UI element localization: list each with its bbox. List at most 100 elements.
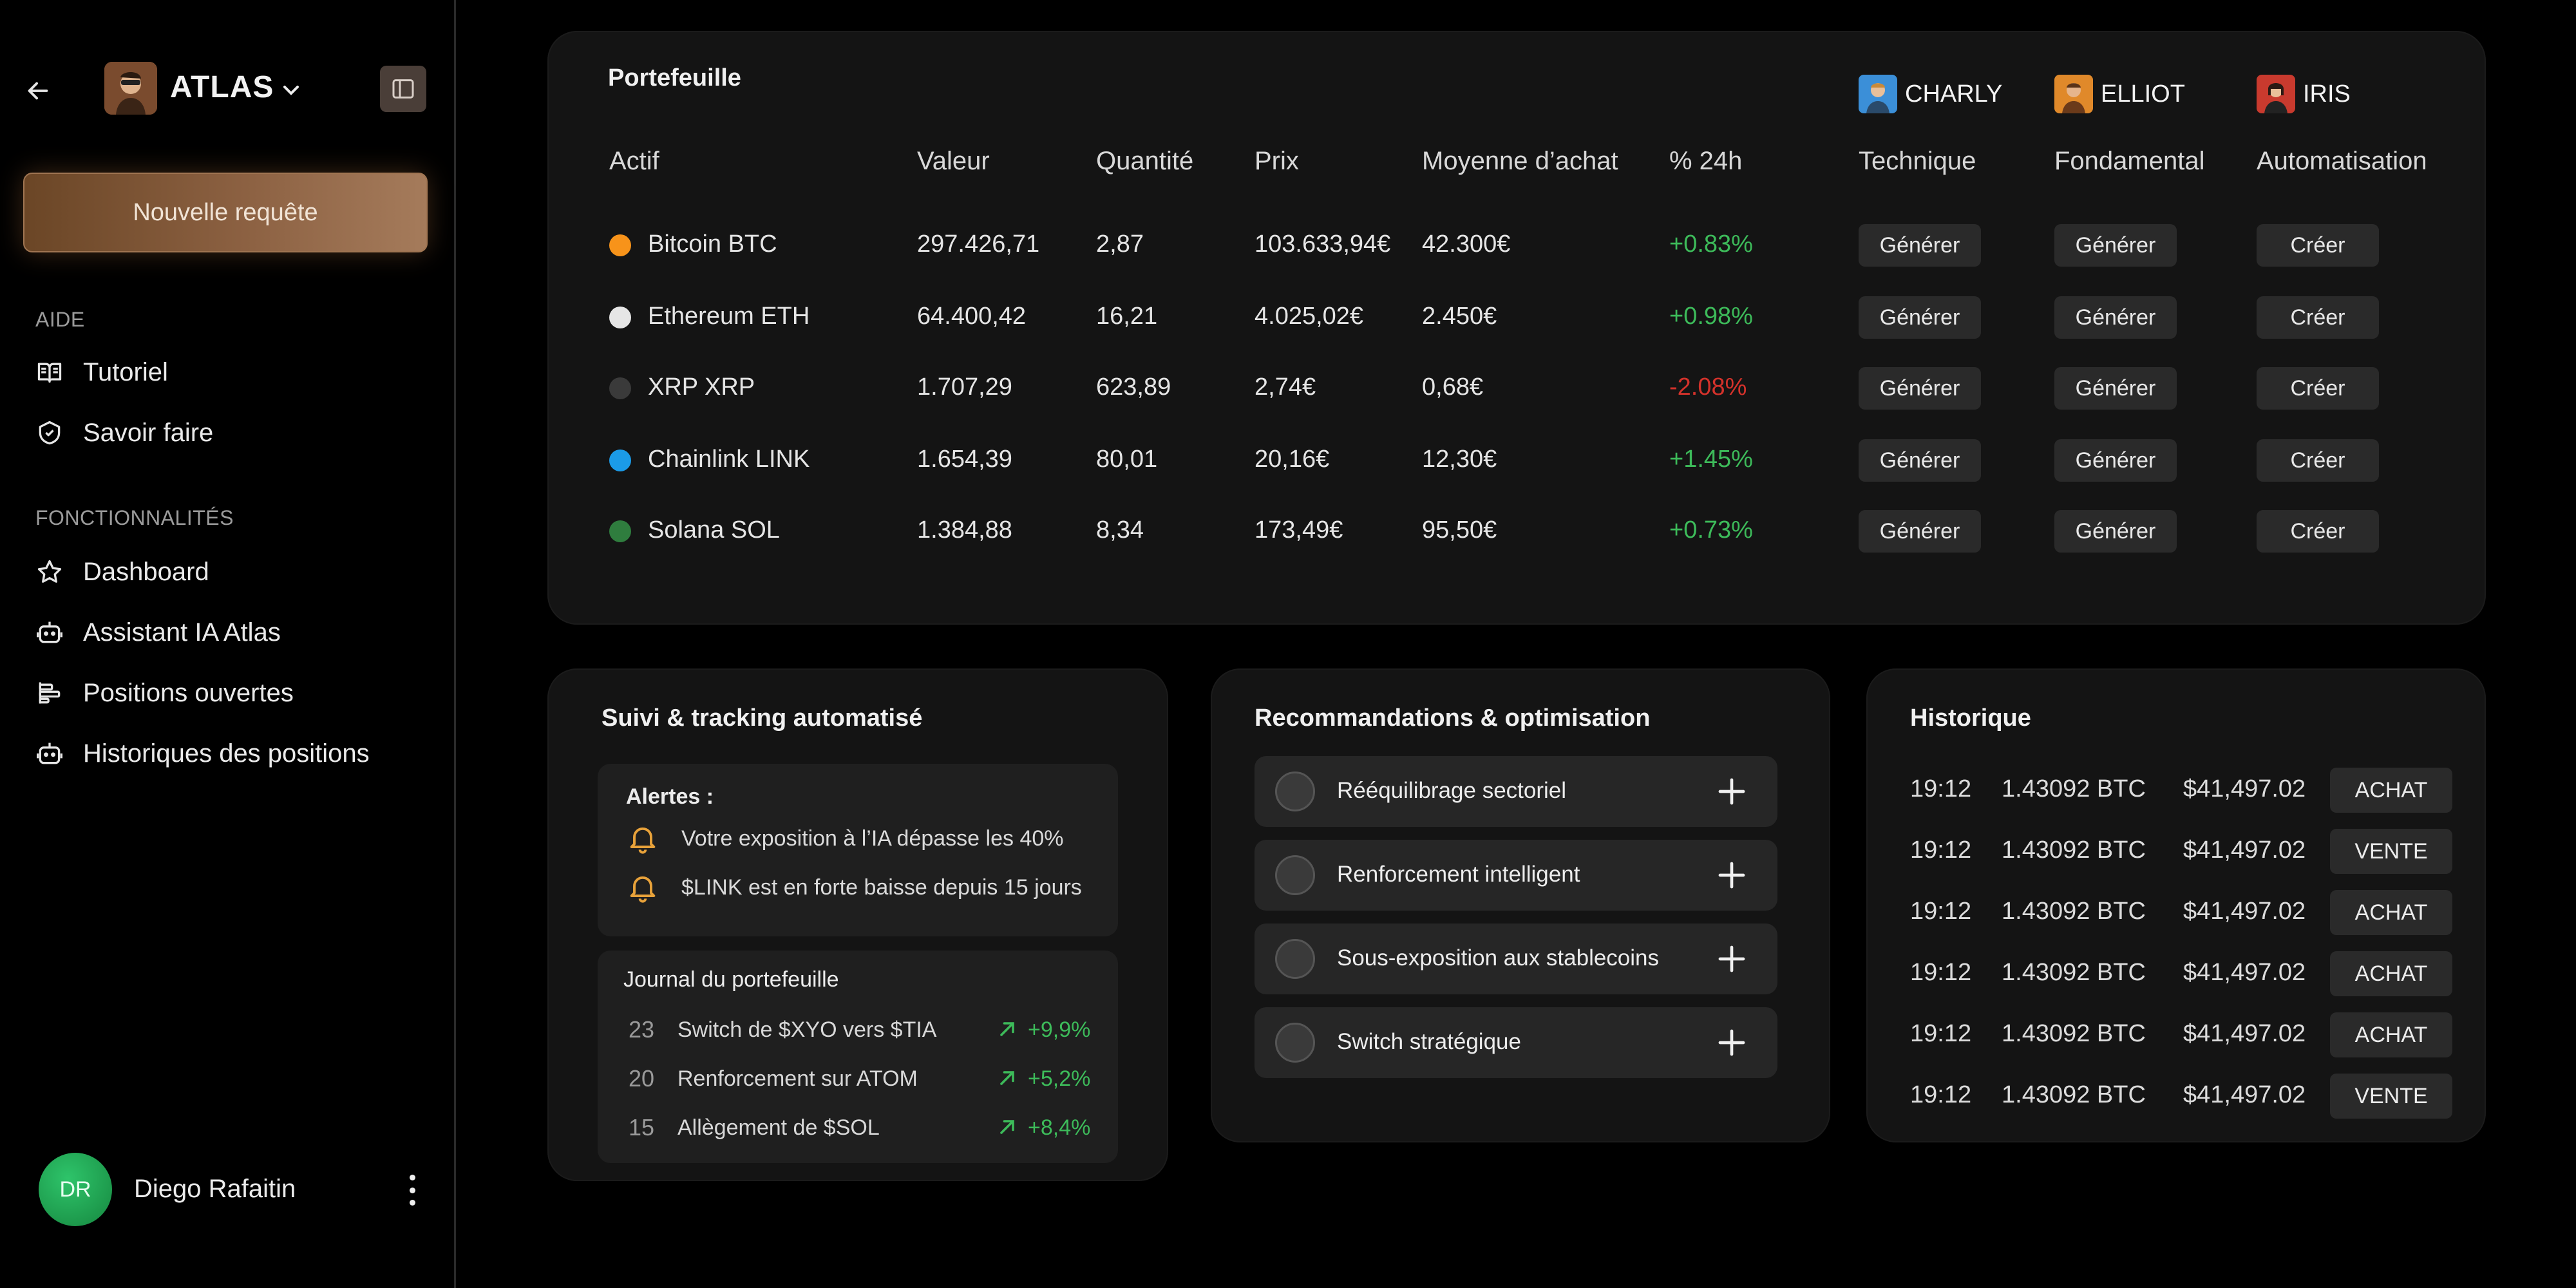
recommendation-item[interactable]: Rééquilibrage sectoriel xyxy=(1255,756,1777,827)
plus-icon[interactable] xyxy=(1712,855,1752,895)
arrow-left-icon[interactable] xyxy=(23,76,53,106)
analyst-name: IRIS xyxy=(2303,80,2351,108)
column-header-price[interactable]: Prix xyxy=(1255,147,1299,175)
user-profile[interactable]: DR Diego Rafaitin xyxy=(39,1153,438,1226)
generate-technique-button[interactable]: Générer xyxy=(1859,439,1981,482)
history-price: $41,497.02 xyxy=(2183,775,2306,802)
recommendations-title: Recommandations & optimisation xyxy=(1255,705,1651,732)
sidebar: ATLAS Nouvelle requête AIDE Tutoriel Sav… xyxy=(0,0,456,1288)
sidebar-item-label: Savoir faire xyxy=(83,418,214,447)
analyst-avatar xyxy=(2257,75,2295,113)
column-header-asset[interactable]: Actif xyxy=(609,147,659,175)
create-automation-button[interactable]: Créer xyxy=(2257,296,2379,339)
sidebar-item-positions[interactable]: Positions ouvertes xyxy=(35,672,294,714)
create-automation-button[interactable]: Créer xyxy=(2257,224,2379,267)
journal-day: 15 xyxy=(629,1114,655,1141)
bell-icon xyxy=(630,827,656,854)
generate-technique-button[interactable]: Générer xyxy=(1859,296,1981,339)
column-header-average[interactable]: Moyenne d’achat xyxy=(1422,147,1618,175)
sidebar-item-savoir-faire[interactable]: Savoir faire xyxy=(35,412,213,453)
chevron-down-icon[interactable] xyxy=(278,77,304,103)
recommendation-item[interactable]: Renforcement intelligent xyxy=(1255,840,1777,911)
history-row[interactable]: 19:12 1.43092 BTC $41,497.02 ACHAT xyxy=(1910,1012,2455,1057)
column-header-technique[interactable]: Technique xyxy=(1859,147,1976,175)
asset-change: -2.08% xyxy=(1669,374,1747,401)
history-row[interactable]: 19:12 1.43092 BTC $41,497.02 ACHAT xyxy=(1910,768,2455,813)
bot-icon xyxy=(37,743,62,764)
sidebar-item-label: Tutoriel xyxy=(83,357,168,386)
radio-toggle[interactable] xyxy=(1275,772,1315,811)
alerts-label: Alertes : xyxy=(626,784,714,809)
generate-fundamental-button[interactable]: Générer xyxy=(2054,510,2177,553)
analyst-iris: IRIS xyxy=(2257,75,2351,113)
plus-icon[interactable] xyxy=(1712,1023,1752,1063)
asset-value: 1.384,88 xyxy=(917,516,1012,544)
create-automation-button[interactable]: Créer xyxy=(2257,510,2379,553)
alert-item[interactable]: Votre exposition à l’IA dépasse les 40% xyxy=(626,822,1064,855)
sidebar-item-dashboard[interactable]: Dashboard xyxy=(35,551,209,592)
asset-quantity: 8,34 xyxy=(1096,516,1144,544)
history-side-badge: ACHAT xyxy=(2330,951,2452,996)
alert-text: Votre exposition à l’IA dépasse les 40% xyxy=(681,826,1064,851)
tracking-card: Suivi & tracking automatisé Alertes : Vo… xyxy=(547,668,1168,1181)
alert-item[interactable]: $LINK est en forte baisse depuis 15 jour… xyxy=(626,871,1082,904)
column-header-value[interactable]: Valeur xyxy=(917,147,990,175)
bell-icon xyxy=(630,876,656,903)
generate-fundamental-button[interactable]: Générer xyxy=(2054,367,2177,410)
column-header-change[interactable]: % 24h xyxy=(1669,147,1743,175)
plus-icon[interactable] xyxy=(1712,772,1752,811)
history-row[interactable]: 19:12 1.43092 BTC $41,497.02 ACHAT xyxy=(1910,951,2455,996)
plus-icon[interactable] xyxy=(1712,939,1752,979)
asset-price: 20,16€ xyxy=(1255,446,1330,473)
journal-day: 23 xyxy=(629,1016,655,1043)
column-header-quantity[interactable]: Quantité xyxy=(1096,147,1194,175)
history-row[interactable]: 19:12 1.43092 BTC $41,497.02 ACHAT xyxy=(1910,890,2455,935)
sidebar-item-tutoriel[interactable]: Tutoriel xyxy=(35,352,168,393)
radio-toggle[interactable] xyxy=(1275,855,1315,895)
journal-text: Switch de $XYO vers $TIA xyxy=(677,1018,937,1042)
sidebar-item-historiques[interactable]: Historiques des positions xyxy=(35,733,370,774)
create-automation-button[interactable]: Créer xyxy=(2257,439,2379,482)
journal-performance: +8,4% xyxy=(1028,1115,1091,1140)
recommendation-item[interactable]: Switch stratégique xyxy=(1255,1007,1777,1078)
radio-toggle[interactable] xyxy=(1275,939,1315,979)
history-time: 19:12 xyxy=(1910,837,1972,864)
history-side-badge: ACHAT xyxy=(2330,768,2452,813)
history-side-badge: ACHAT xyxy=(2330,1012,2452,1057)
recommendation-label: Sous-exposition aux stablecoins xyxy=(1337,945,1660,971)
asset-value: 1.654,39 xyxy=(917,446,1012,473)
recommendation-item[interactable]: Sous-exposition aux stablecoins xyxy=(1255,923,1777,994)
journal-entry[interactable]: 15 Allègement de $SOL +8,4% xyxy=(629,1109,1092,1148)
journal-entry[interactable]: 23 Switch de $XYO vers $TIA +9,9% xyxy=(629,1011,1092,1050)
sidebar-item-assistant[interactable]: Assistant IA Atlas xyxy=(35,612,281,653)
journal-text: Allègement de $SOL xyxy=(677,1115,880,1140)
alert-text: $LINK est en forte baisse depuis 15 jour… xyxy=(681,875,1082,900)
history-row[interactable]: 19:12 1.43092 BTC $41,497.02 VENTE xyxy=(1910,829,2455,874)
workspace-avatar[interactable] xyxy=(104,62,157,115)
analyst-name: CHARLY xyxy=(1905,80,2003,108)
column-header-fundamental[interactable]: Fondamental xyxy=(2054,147,2205,175)
analyst-avatar xyxy=(2054,75,2093,113)
history-side-badge: ACHAT xyxy=(2330,890,2452,935)
journal-day: 20 xyxy=(629,1065,655,1092)
bot-icon xyxy=(37,621,62,643)
portfolio-card: Portefeuille CHARLY ELLIOT IRIS Actif Va… xyxy=(547,31,2486,625)
sidebar-toggle-button[interactable] xyxy=(380,66,426,112)
generate-technique-button[interactable]: Générer xyxy=(1859,367,1981,410)
generate-technique-button[interactable]: Générer xyxy=(1859,510,1981,553)
column-header-automation[interactable]: Automatisation xyxy=(2257,147,2427,175)
sidebar-panel-icon xyxy=(392,79,414,99)
asset-average-price: 95,50€ xyxy=(1422,516,1497,544)
generate-fundamental-button[interactable]: Générer xyxy=(2054,296,2177,339)
generate-fundamental-button[interactable]: Générer xyxy=(2054,224,2177,267)
generate-fundamental-button[interactable]: Générer xyxy=(2054,439,2177,482)
more-vertical-icon[interactable] xyxy=(399,1171,425,1209)
asset-name: XRP XRP xyxy=(648,374,755,401)
create-automation-button[interactable]: Créer xyxy=(2257,367,2379,410)
radio-toggle[interactable] xyxy=(1275,1023,1315,1063)
history-row[interactable]: 19:12 1.43092 BTC $41,497.02 VENTE xyxy=(1910,1074,2455,1119)
new-request-button[interactable]: Nouvelle requête xyxy=(23,173,428,252)
workspace-name[interactable]: ATLAS xyxy=(170,70,274,104)
generate-technique-button[interactable]: Générer xyxy=(1859,224,1981,267)
journal-entry[interactable]: 20 Renforcement sur ATOM +5,2% xyxy=(629,1060,1092,1099)
